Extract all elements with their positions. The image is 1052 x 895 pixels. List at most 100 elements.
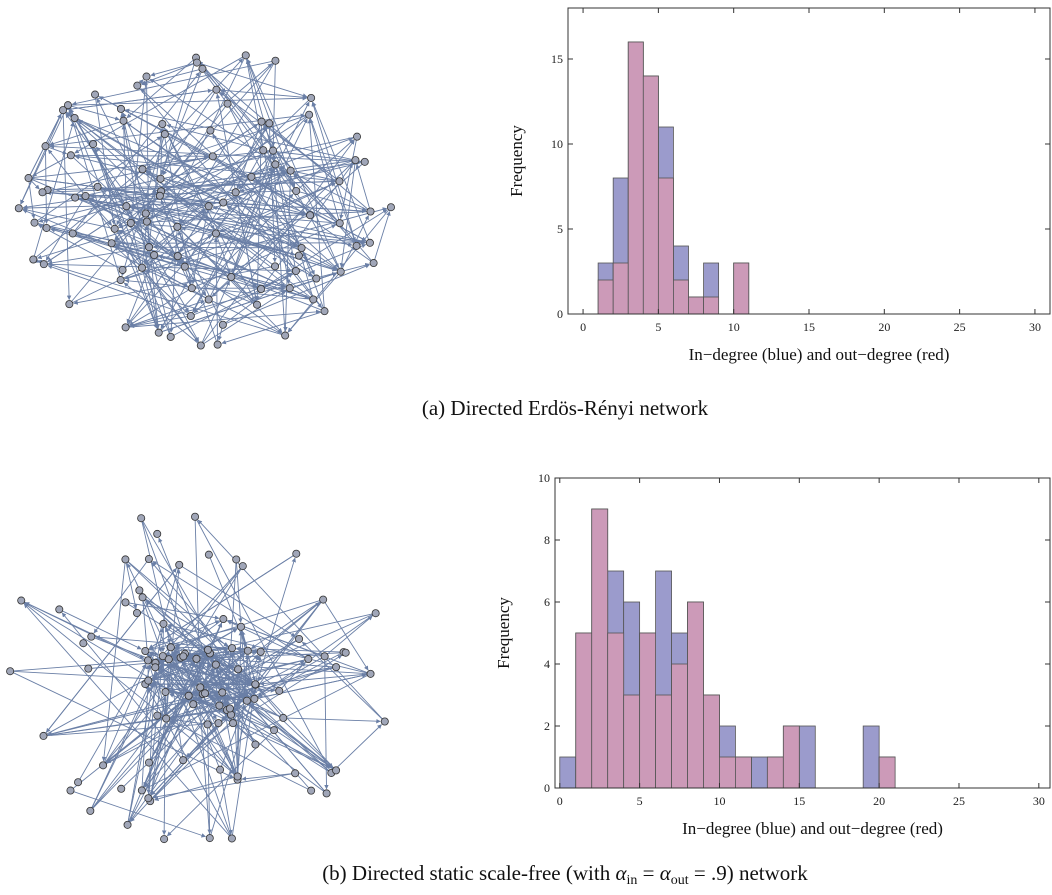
er-degree-histogram: 0 5 10 15 20 25 30 0 5 10 15 In−degree (blue) and …: [507, 7, 1051, 364]
network-node: [138, 165, 147, 174]
network-edge: [120, 695, 220, 790]
network-node: [138, 263, 147, 272]
network-edge: [166, 123, 264, 151]
network-node: [189, 700, 198, 709]
out-degree-bar: [623, 694, 641, 789]
network-edge: [74, 117, 307, 215]
network-edge: [215, 233, 231, 274]
network-edge: [117, 155, 214, 227]
network-edge: [162, 656, 168, 715]
network-edge: [240, 626, 249, 697]
in-degree-bar: [798, 725, 816, 789]
out-degree-bar: [703, 694, 720, 789]
network-node: [371, 609, 380, 618]
network-edge: [278, 662, 306, 692]
network-edge: [97, 186, 298, 248]
network-node: [237, 622, 246, 631]
network-edge: [67, 104, 158, 329]
network-edge: [160, 190, 313, 277]
network-node: [66, 151, 75, 160]
network-edge: [215, 93, 258, 305]
network-edge: [174, 599, 324, 647]
network-edge: [174, 645, 233, 650]
network-node: [160, 130, 169, 139]
network-edge: [192, 612, 376, 695]
network-node: [179, 652, 188, 661]
network-node: [161, 687, 170, 696]
network-node: [231, 188, 240, 197]
network-edge: [47, 264, 191, 317]
out-degree-bar: [655, 694, 672, 789]
network-edge: [32, 154, 72, 177]
network-node: [6, 667, 15, 676]
network-edge: [147, 654, 238, 780]
network-node: [305, 110, 314, 119]
network-node: [218, 688, 227, 697]
network-edge: [70, 154, 209, 159]
network-edge: [62, 88, 213, 111]
network-edge: [45, 195, 86, 261]
network-node: [309, 295, 318, 304]
x-tick-label: 0: [580, 320, 586, 334]
network-node: [219, 615, 228, 624]
network-edge: [34, 136, 162, 224]
network-edge: [311, 101, 358, 246]
network-node: [218, 320, 227, 329]
network-node: [158, 120, 167, 129]
network-edge: [141, 696, 203, 791]
network-node: [225, 704, 234, 713]
network-node: [294, 251, 303, 260]
network-edge: [37, 159, 356, 260]
y-tick-label: 2: [544, 719, 550, 733]
network-edge: [65, 113, 148, 222]
network-node: [227, 272, 236, 281]
network-node: [121, 323, 130, 332]
y-tick-label: 5: [557, 222, 563, 236]
network-edge: [245, 59, 314, 300]
network-edge: [148, 653, 207, 763]
network-node: [144, 555, 153, 564]
network-edge: [122, 112, 224, 325]
x-tick-label: 15: [803, 320, 815, 334]
network-edge: [339, 160, 356, 268]
network-node: [295, 634, 304, 643]
network-edge: [142, 596, 253, 682]
network-edge: [150, 62, 198, 77]
network-edge: [125, 126, 268, 328]
network-node: [132, 609, 141, 618]
network-edge: [38, 190, 162, 223]
network-edge: [49, 120, 124, 146]
network-edge: [20, 104, 69, 205]
network-node: [336, 267, 345, 276]
network-node: [204, 550, 213, 559]
network-node: [38, 188, 47, 197]
network-edge: [146, 221, 161, 329]
network-edge: [219, 180, 340, 233]
y-tick-label: 10: [538, 471, 550, 485]
y-tick-label: 8: [544, 533, 550, 547]
network-edge: [200, 139, 355, 346]
caption-b-sub-out: out: [671, 873, 689, 888]
network-node: [187, 284, 196, 293]
network-edge: [144, 705, 220, 788]
network-edge: [106, 692, 223, 764]
network-node: [63, 101, 72, 110]
network-edge: [102, 661, 194, 766]
network-node: [281, 331, 290, 340]
network-edge: [125, 559, 253, 682]
network-node: [223, 99, 232, 108]
network-edge: [28, 177, 307, 217]
x-tick-label: 10: [713, 794, 725, 808]
network-edge: [149, 163, 276, 213]
network-edge: [142, 597, 150, 657]
network-edge: [22, 209, 258, 306]
network-node: [121, 555, 130, 564]
network-edge: [126, 123, 302, 249]
network-edge: [199, 661, 332, 774]
network-edge: [212, 133, 297, 272]
network-node: [107, 239, 116, 248]
network-edge: [125, 601, 252, 683]
network-node: [144, 676, 153, 685]
network-edge: [164, 627, 238, 780]
network-edge: [257, 599, 324, 682]
